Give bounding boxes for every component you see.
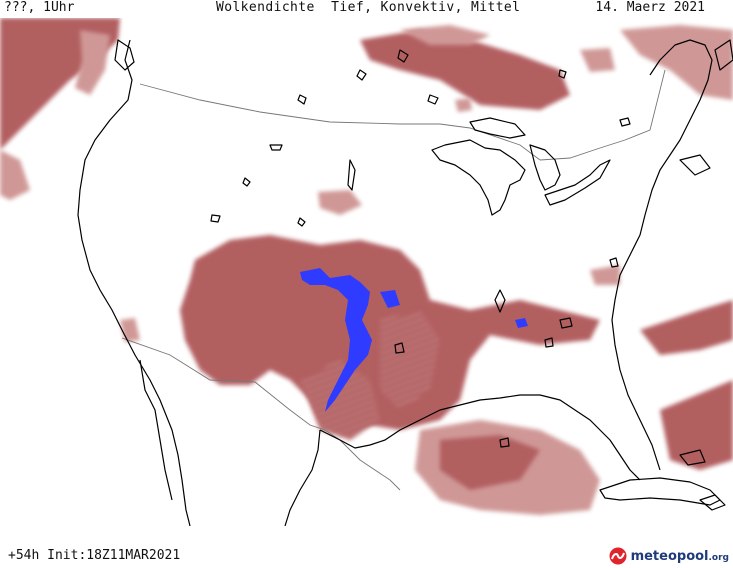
map-footer: +54h Init:18Z11MAR2021 meteopool.org <box>0 526 733 566</box>
weather-map <box>0 18 733 526</box>
coastline-lines <box>77 39 733 526</box>
convective-cloud-layer <box>300 268 528 412</box>
forecast-date: 14. Maerz 2021 <box>595 0 705 15</box>
map-title: Wolkendichte Tief, Konvektiv, Mittel <box>216 0 521 15</box>
forecast-time-label: ???, 1Uhr <box>4 0 75 15</box>
meteopool-logo-icon <box>609 547 627 565</box>
model-run-label: +54h Init:18Z11MAR2021 <box>8 548 181 563</box>
border-lines <box>121 69 666 491</box>
brand-logo[interactable]: meteopool.org <box>609 544 729 568</box>
brand-suffix: .org <box>708 552 729 563</box>
cloud-density-layer <box>0 18 733 515</box>
brand-name: meteopool.org <box>630 548 729 564</box>
